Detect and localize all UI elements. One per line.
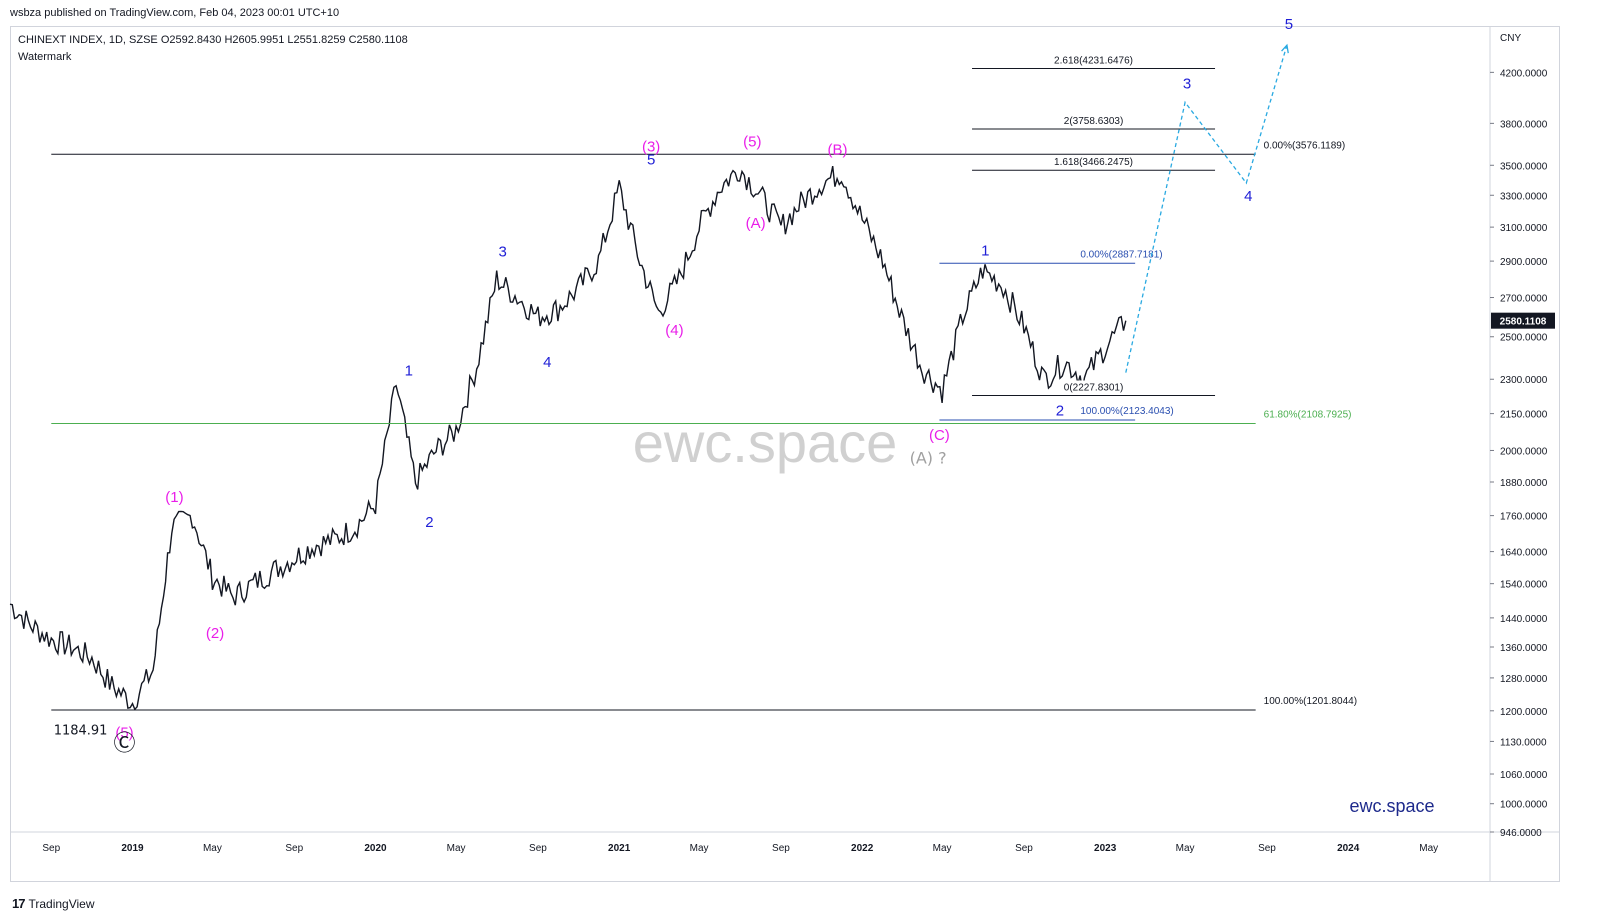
extra-label-2: Ⓒ: [114, 732, 136, 757]
y-tick-label-18: 1200.0000: [1500, 707, 1548, 718]
wave-label-13: (C): [929, 427, 950, 444]
fib-level-label-5: 2.618(4231.6476): [1054, 56, 1133, 67]
fib-level-label-bg-5: [1053, 53, 1136, 67]
fib-level-label-bg-7: [1053, 155, 1136, 169]
fib-level-label-bg-3: [1078, 247, 1161, 261]
y-tick-label-20: 1060.0000: [1500, 770, 1548, 781]
wave-label-14: 1: [981, 242, 989, 259]
x-tick-label-3: Sep: [285, 843, 303, 854]
publisher-line: wsbza published on TradingView.com, Feb …: [10, 7, 340, 19]
y-tick-label-5: 2900.0000: [1500, 257, 1548, 268]
extra-label-0: (A) ?: [910, 448, 947, 467]
wave-label-15: 2: [1056, 402, 1064, 419]
wave-label-9: (4): [665, 322, 683, 339]
y-tick-label-22: 946.0000: [1500, 828, 1542, 839]
tradingview-logo-icon: 17: [12, 896, 26, 911]
fib-level-label-2: 61.80%(2108.7925): [1264, 409, 1352, 420]
x-tick-label-2: May: [203, 843, 222, 854]
y-tick-label-16: 1360.0000: [1500, 643, 1548, 654]
fib-level-label-bg-4: [1078, 403, 1161, 417]
x-tick-label-16: 2024: [1337, 843, 1360, 854]
x-tick-label-11: May: [933, 843, 952, 854]
y-tick-label-8: 2300.0000: [1500, 375, 1548, 386]
wave-label-12: (B): [828, 141, 848, 158]
last-price-value: 2580.1108: [1500, 317, 1547, 328]
x-tick-label-9: Sep: [772, 843, 790, 854]
x-tick-label-6: Sep: [529, 843, 547, 854]
projection-arrowhead: [1281, 43, 1289, 54]
tradingview-brand-text: TradingView: [28, 896, 95, 911]
x-tick-label-7: 2021: [608, 843, 631, 854]
fib-level-label-7: 1.618(3466.2475): [1054, 157, 1133, 168]
price-series-line: [9, 165, 1127, 711]
symbol-ohlc-legend[interactable]: CHINEXT INDEX, 1D, SZSE O2592.8430 H2605…: [18, 34, 408, 46]
wave-label-7: 5: [647, 152, 655, 169]
y-tick-label-21: 1000.0000: [1500, 800, 1548, 811]
fib-level-label-8: 0(2227.8301): [1064, 382, 1124, 393]
x-tick-label-12: Sep: [1015, 843, 1033, 854]
y-tick-label-6: 2700.0000: [1500, 294, 1548, 305]
fib-level-label-6: 2(3758.6303): [1064, 116, 1124, 127]
wave-label-3: 1: [405, 363, 413, 380]
fib-level-label-1: 100.00%(1201.8044): [1264, 696, 1357, 707]
extra-label-1: 1184.91: [54, 724, 108, 739]
fib-level-label-4: 100.00%(2123.4043): [1080, 406, 1173, 417]
fib-level-label-bg-1: [1261, 694, 1344, 708]
fib-level-label-bg-2: [1261, 407, 1344, 421]
projection-wave-label-3: 3: [1183, 75, 1191, 92]
fib-level-label-bg-6: [1053, 113, 1136, 127]
x-tick-label-17: May: [1419, 843, 1438, 854]
fib-level-label-bg-8: [1053, 380, 1136, 394]
wave-label-1: (1): [165, 489, 183, 506]
x-tick-label-1: 2019: [121, 843, 144, 854]
ewc-brand-text: ewc.space: [1349, 796, 1434, 816]
x-tick-label-10: 2022: [851, 843, 874, 854]
x-tick-label-14: May: [1176, 843, 1195, 854]
wave-label-10: (5): [743, 133, 761, 150]
chart-frame: [10, 26, 1560, 882]
fib-level-label-bg-0: [1261, 138, 1344, 152]
x-tick-label-5: May: [447, 843, 466, 854]
wave-label-6: 4: [543, 354, 551, 371]
last-price-tag: [1491, 312, 1555, 329]
x-tick-label-8: May: [690, 843, 709, 854]
y-tick-label-11: 1880.0000: [1500, 478, 1548, 489]
fib-level-label-0: 0.00%(3576.1189): [1264, 140, 1346, 151]
wave-label-5: 3: [498, 244, 506, 261]
y-tick-label-12: 1760.0000: [1500, 512, 1548, 523]
ewc-watermark: ewc.space: [633, 411, 898, 474]
y-tick-label-7: 2500.0000: [1500, 333, 1548, 344]
y-tick-label-0: 4200.0000: [1500, 68, 1548, 79]
wave-label-8: (3): [642, 138, 660, 155]
wave-label-4: 2: [425, 514, 433, 531]
y-tick-label-2: 3500.0000: [1500, 161, 1548, 172]
projection-wave-label-5: 5: [1285, 16, 1293, 33]
x-tick-label-13: 2023: [1094, 843, 1117, 854]
y-tick-label-14: 1540.0000: [1500, 580, 1548, 591]
indicator-watermark-label[interactable]: Watermark: [18, 51, 72, 63]
currency-label[interactable]: CNY: [1500, 33, 1522, 44]
y-tick-label-10: 2000.0000: [1500, 446, 1548, 457]
y-tick-label-9: 2150.0000: [1500, 410, 1548, 421]
x-tick-label-0: Sep: [42, 843, 60, 854]
projection-path: [1125, 45, 1288, 373]
fib-level-label-3: 0.00%(2887.7181): [1080, 249, 1162, 260]
y-tick-label-1: 3800.0000: [1500, 119, 1548, 130]
y-tick-label-15: 1440.0000: [1500, 614, 1548, 625]
y-tick-label-3: 3300.0000: [1500, 191, 1548, 202]
tradingview-brand[interactable]: 17 TradingView: [12, 896, 95, 911]
wave-label-0: (5): [115, 725, 133, 742]
x-tick-label-4: 2020: [364, 843, 387, 854]
y-tick-label-19: 1130.0000: [1500, 737, 1547, 748]
wave-label-2: (2): [206, 625, 224, 642]
y-tick-label-17: 1280.0000: [1500, 674, 1548, 685]
x-tick-label-15: Sep: [1258, 843, 1276, 854]
y-tick-label-4: 3100.0000: [1500, 223, 1548, 234]
y-tick-label-13: 1640.0000: [1500, 548, 1548, 559]
projection-wave-label-4: 4: [1244, 188, 1252, 205]
wave-label-11: (A): [746, 215, 766, 232]
